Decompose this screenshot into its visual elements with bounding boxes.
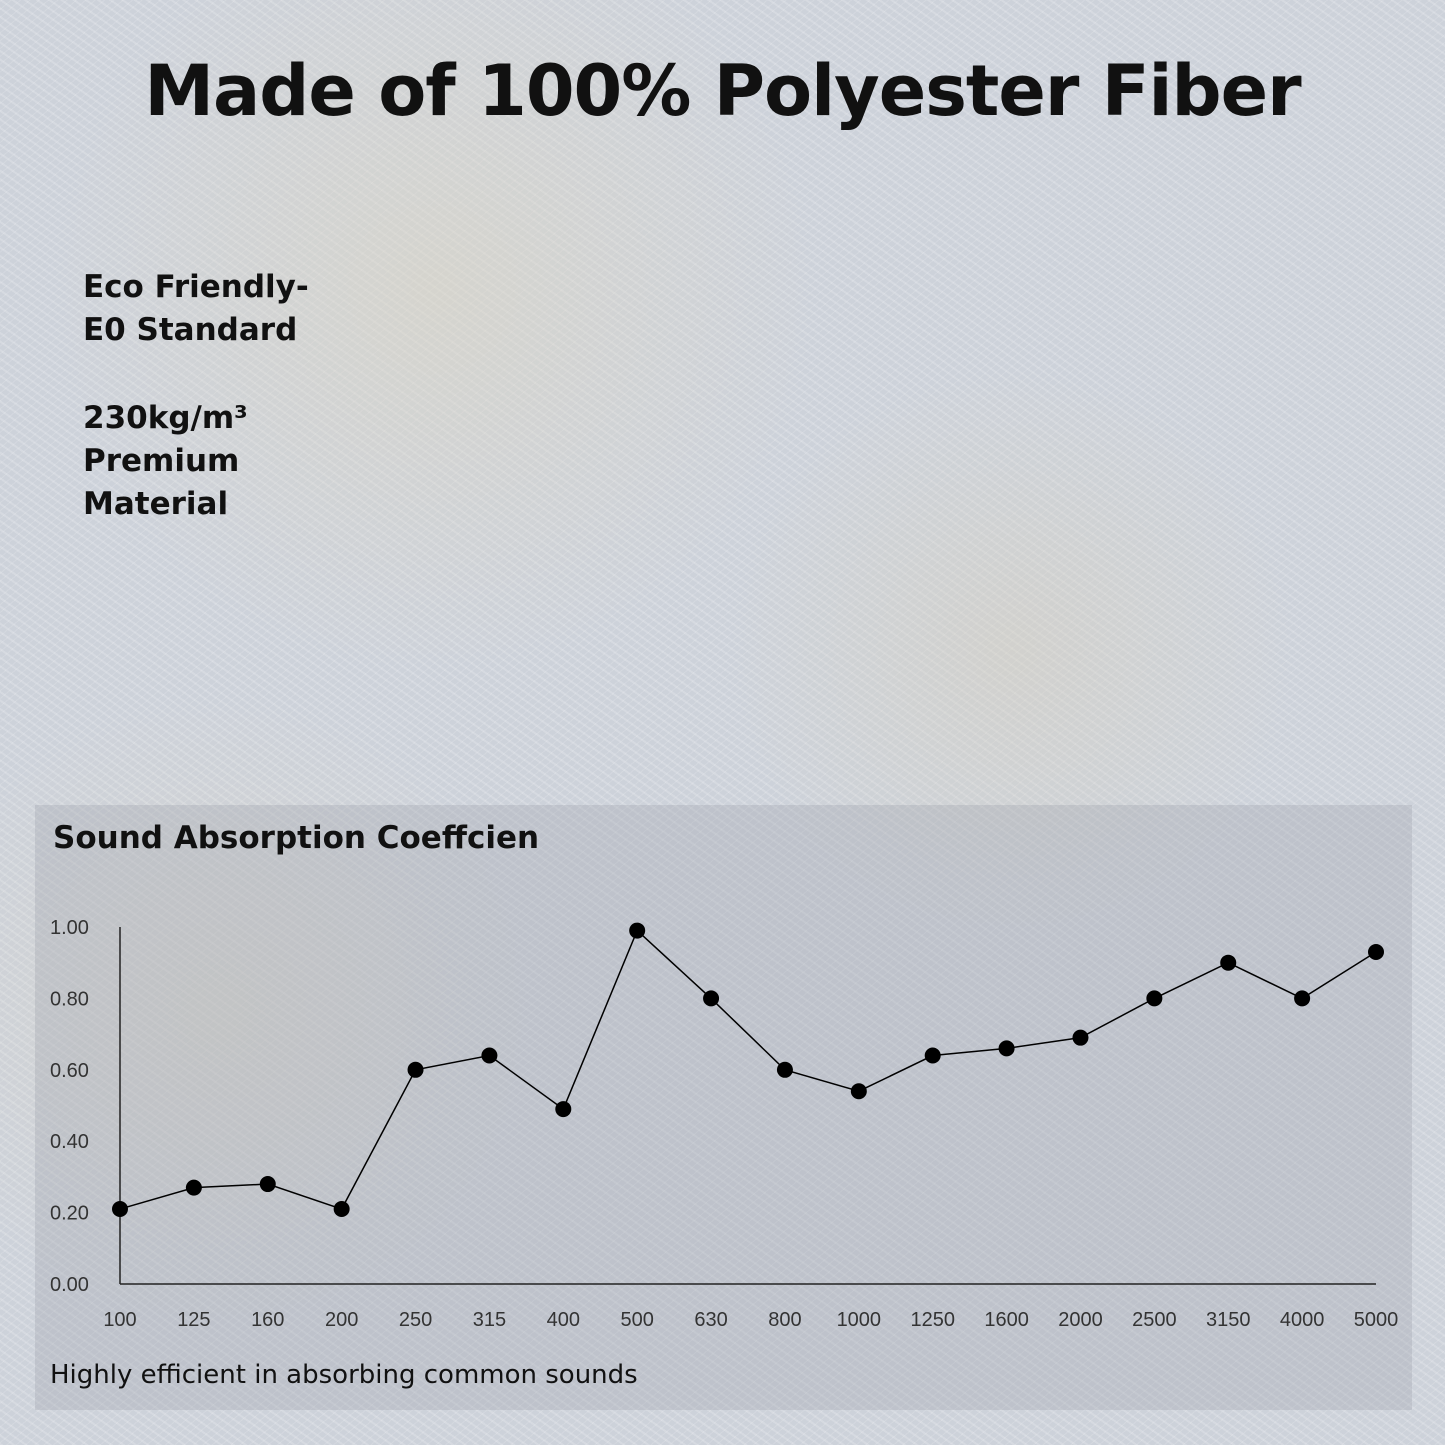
x-tick-label: 3150 xyxy=(1206,1309,1251,1331)
data-point xyxy=(185,1179,202,1196)
chart-panel xyxy=(35,805,1412,1410)
data-point xyxy=(998,1040,1015,1057)
data-point xyxy=(1072,1029,1089,1046)
data-point xyxy=(407,1061,424,1078)
data-point xyxy=(333,1201,350,1218)
data-point xyxy=(1368,943,1384,960)
x-tick-label: 1600 xyxy=(984,1309,1029,1331)
page-title: Made of 100% Polyester Fiber xyxy=(144,50,1301,132)
x-tick-label: 125 xyxy=(177,1309,210,1331)
y-tick-label: 0.20 xyxy=(50,1203,89,1225)
chart-caption: Highly efficient in absorbing common sou… xyxy=(50,1360,638,1390)
x-tick-label: 2500 xyxy=(1132,1309,1177,1331)
y-tick-label: 1.00 xyxy=(50,917,89,939)
y-tick-label: 0.40 xyxy=(50,1131,89,1153)
x-tick-label: 315 xyxy=(473,1309,506,1331)
x-tick-label: 100 xyxy=(103,1309,136,1331)
data-point xyxy=(555,1101,572,1118)
y-tick-label: 0.60 xyxy=(50,1060,89,1082)
data-point xyxy=(1220,954,1237,971)
x-tick-label: 200 xyxy=(325,1309,358,1331)
x-tick-label: 5000 xyxy=(1354,1309,1399,1331)
feature-eco-friendly: Eco Friendly- E0 Standard xyxy=(83,269,309,348)
x-tick-label: 1250 xyxy=(910,1309,955,1331)
data-point xyxy=(112,1201,128,1218)
x-tick-label: 800 xyxy=(768,1309,801,1331)
data-point xyxy=(776,1061,793,1078)
x-tick-label: 400 xyxy=(547,1309,580,1331)
x-tick-label: 500 xyxy=(620,1309,653,1331)
data-point xyxy=(1294,990,1311,1007)
chart-title: Sound Absorption Coeffcien xyxy=(53,820,540,856)
feature-density: 230kg/m³ Premium Material xyxy=(83,400,248,522)
x-tick-label: 1000 xyxy=(837,1309,882,1331)
x-tick-label: 2000 xyxy=(1058,1309,1103,1331)
series-line xyxy=(119,929,1377,1210)
x-tick-label: 160 xyxy=(251,1309,284,1331)
x-tick-label: 630 xyxy=(694,1309,727,1331)
data-point xyxy=(1146,990,1163,1007)
x-tick-label: 4000 xyxy=(1280,1309,1325,1331)
data-point xyxy=(629,922,646,939)
data-point xyxy=(924,1047,941,1064)
y-tick-label: 0.00 xyxy=(50,1274,89,1296)
data-point xyxy=(259,1176,276,1193)
data-point xyxy=(850,1083,867,1100)
y-tick-label: 0.80 xyxy=(50,988,89,1010)
data-point xyxy=(481,1047,498,1064)
data-point xyxy=(703,990,720,1007)
x-tick-label: 250 xyxy=(399,1309,432,1331)
